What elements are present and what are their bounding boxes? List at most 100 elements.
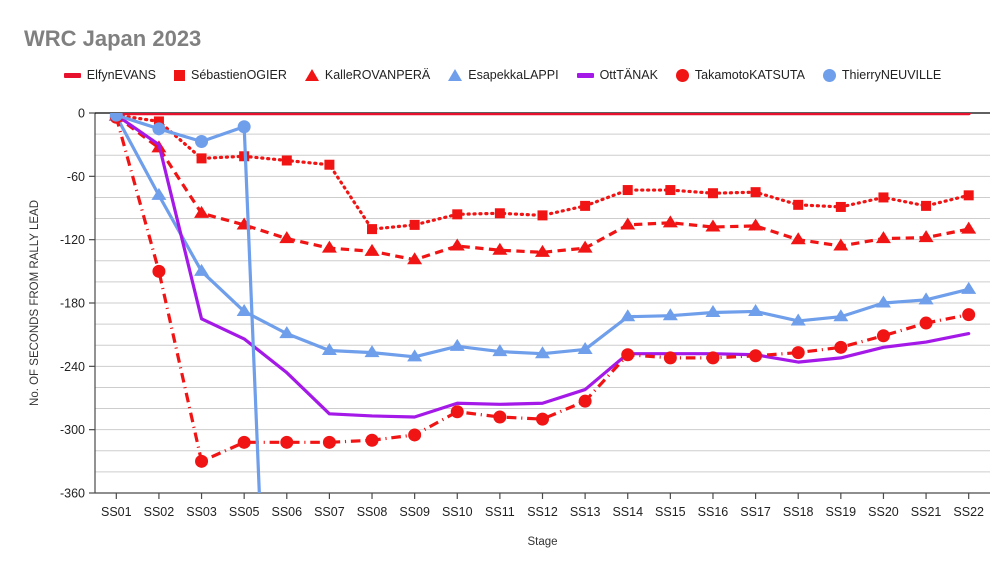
- data-point-triangle: [407, 349, 423, 362]
- data-point-circle: [663, 351, 677, 365]
- data-point-triangle: [790, 232, 806, 245]
- x-tick-label: SS19: [826, 505, 857, 519]
- data-point-triangle: [279, 326, 295, 339]
- x-tick-label: SS17: [740, 505, 771, 519]
- data-point-triangle: [449, 338, 465, 351]
- y-tick-label: -120: [60, 233, 85, 247]
- data-point-triangle: [577, 342, 593, 355]
- data-point-triangle: [662, 215, 678, 228]
- data-point-square: [452, 209, 463, 220]
- data-point-triangle: [961, 221, 977, 234]
- data-point-triangle: [875, 231, 891, 244]
- line-marker-icon: [63, 72, 81, 78]
- data-point-triangle: [194, 205, 210, 218]
- data-point-square: [196, 153, 207, 164]
- series-line: [114, 113, 971, 231]
- x-tick-label: SS05: [229, 505, 260, 519]
- x-tick-label: SS06: [271, 505, 302, 519]
- x-tick-label: SS02: [144, 505, 175, 519]
- data-point-circle: [322, 435, 336, 449]
- legend-label: ThierryNEUVILLE: [841, 68, 942, 82]
- legend-item-elfynevans[interactable]: ElfynEVANS: [63, 68, 156, 82]
- data-point-circle: [408, 428, 422, 442]
- data-point-triangle: [364, 243, 380, 256]
- y-tick-label: -300: [60, 423, 85, 437]
- series-line: [114, 116, 970, 463]
- y-tick-label: 0: [78, 107, 85, 121]
- data-point-square: [409, 219, 420, 230]
- data-point-circle: [237, 435, 251, 449]
- legend-item-ottt-nak[interactable]: OttTÄNAK: [576, 68, 658, 82]
- data-point-circle: [195, 135, 209, 148]
- page-title: WRC Japan 2023: [24, 26, 202, 51]
- series-s-bastienogier: [111, 113, 974, 235]
- square-marker-icon: [173, 69, 185, 81]
- data-point-triangle: [748, 218, 764, 231]
- data-point-triangle: [279, 231, 295, 244]
- data-point-circle: [834, 340, 848, 354]
- data-point-triangle: [833, 238, 849, 251]
- circle-marker-icon: [675, 68, 689, 82]
- data-point-square: [878, 192, 889, 203]
- series-thierryneuville: [109, 113, 261, 493]
- x-tick-label: SS11: [485, 505, 515, 519]
- data-point-triangle: [492, 242, 508, 255]
- legend-item-s-bastienogier[interactable]: SébastienOGIER: [173, 68, 287, 82]
- y-tick-label: -180: [60, 297, 85, 311]
- data-point-circle: [536, 412, 549, 426]
- line-marker-icon: [576, 72, 594, 78]
- data-point-triangle: [620, 217, 636, 230]
- data-point-circle: [237, 120, 251, 134]
- legend-label: OttTÄNAK: [599, 68, 658, 82]
- series-takamotokatsuta: [109, 113, 976, 468]
- x-tick-label: SS08: [357, 505, 388, 519]
- data-point-square: [665, 185, 676, 196]
- data-point-circle: [195, 454, 209, 468]
- triangle-marker-icon: [304, 69, 319, 81]
- x-tick-label: SS07: [314, 505, 345, 519]
- data-point-triangle: [662, 308, 678, 321]
- data-point-triangle: [151, 187, 167, 200]
- data-point-triangle: [364, 345, 380, 358]
- legend-label: KalleROVANPERÄ: [324, 68, 431, 82]
- data-point-square: [580, 200, 591, 211]
- legend-item-takamotokatsuta[interactable]: TakamotoKATSUTA: [675, 68, 805, 82]
- data-point-square: [281, 155, 292, 166]
- data-point-square: [793, 199, 804, 210]
- data-point-triangle: [705, 219, 721, 232]
- data-point-circle: [962, 308, 976, 322]
- series-kallerovanper-: [108, 113, 977, 265]
- x-tick-label: SS21: [911, 505, 942, 519]
- data-point-circle: [152, 264, 166, 278]
- data-point-circle: [706, 351, 720, 365]
- legend-item-thierryneuville[interactable]: ThierryNEUVILLE: [822, 68, 942, 82]
- data-point-circle: [749, 349, 763, 363]
- series-group: [108, 113, 977, 493]
- data-point-triangle: [875, 295, 891, 308]
- legend-item-kallerovanper-[interactable]: KalleROVANPERÄ: [304, 68, 431, 82]
- data-point-square: [750, 187, 761, 198]
- triangle-marker-icon: [448, 69, 463, 81]
- data-point-circle: [152, 122, 166, 136]
- data-point-triangle: [790, 313, 806, 326]
- x-tick-label: SS03: [186, 505, 217, 519]
- series-line: [115, 114, 970, 262]
- x-tick-label: SS22: [953, 505, 984, 519]
- data-point-square: [622, 185, 633, 196]
- data-point-square: [921, 200, 932, 211]
- data-point-triangle: [321, 240, 337, 253]
- data-point-triangle: [236, 304, 252, 317]
- data-point-circle: [578, 394, 592, 408]
- data-point-circle: [365, 433, 379, 447]
- data-point-circle: [280, 435, 294, 449]
- legend-item-esapekkalappi[interactable]: EsapekkaLAPPI: [448, 68, 559, 82]
- x-tick-label: SS16: [698, 505, 729, 519]
- x-tick-label: SS10: [442, 505, 473, 519]
- data-point-square: [835, 201, 846, 212]
- data-point-circle: [493, 410, 507, 424]
- y-tick-label: -60: [67, 170, 85, 184]
- x-tick-label: SS20: [868, 505, 899, 519]
- x-tick-label: SS09: [399, 505, 430, 519]
- series-ottt-nak: [114, 113, 971, 419]
